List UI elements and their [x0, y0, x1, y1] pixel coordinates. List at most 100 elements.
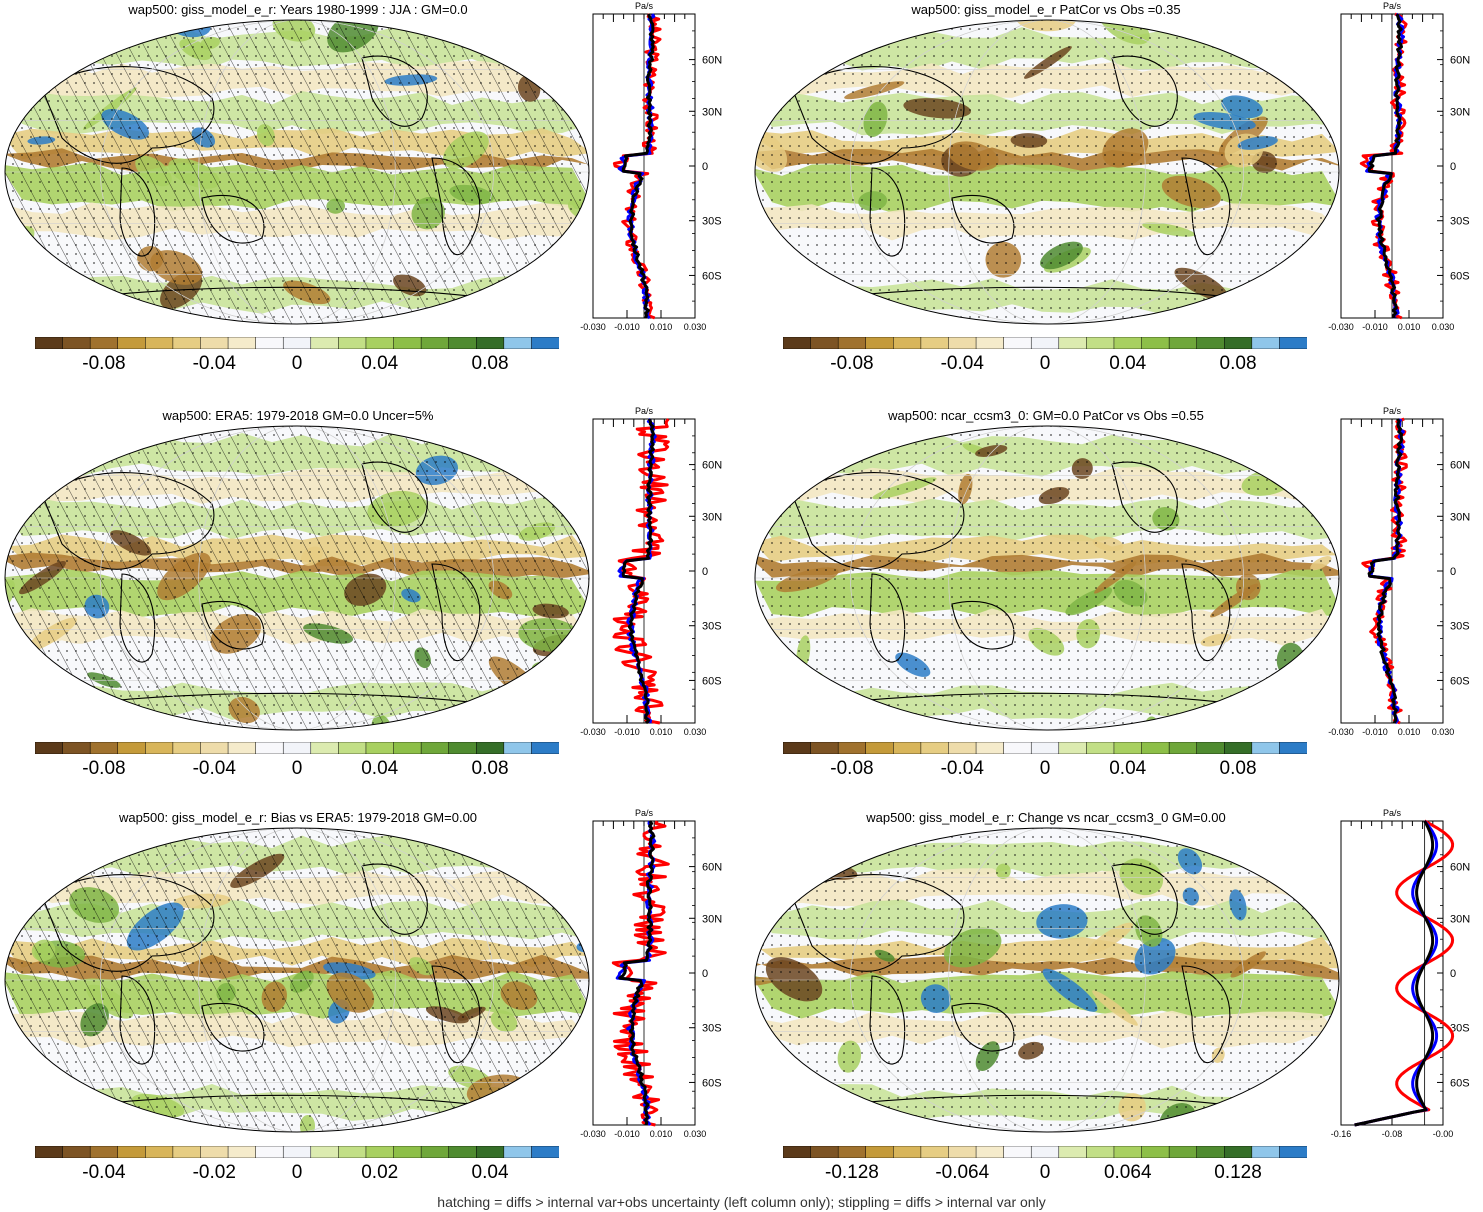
profile-lat-label: 60S	[702, 675, 722, 687]
colorbar-tick-label: 0	[291, 758, 303, 779]
profile-lat-label: 60S	[702, 1077, 722, 1089]
figure-caption: hatching = diffs > internal var+obs unce…	[437, 1194, 1046, 1210]
profile-x-tick-label: -0.030	[580, 1129, 606, 1139]
profile-lat-label: 60S	[1450, 675, 1470, 687]
profile-x-tick-label: 0.010	[650, 322, 673, 332]
profile-x-tick-label: -0.030	[1328, 322, 1354, 332]
colorbar-tick-label: 0	[1039, 758, 1051, 779]
colorbar-tick-label: -0.064	[935, 1162, 990, 1183]
panel-title-1: wap500: giss_model_e_r: Years 1980-1999 …	[128, 2, 468, 17]
zonal-profile-4: Pa/s 60N 30N 0 30S 60S -0.030 -0.010 0.010 0.030	[1328, 406, 1470, 737]
profile-lat-label: 30N	[1450, 511, 1470, 523]
profile-x-tick-label: 0.010	[1398, 322, 1421, 332]
panel-title-3: wap500: ERA5: 1979-2018 GM=0.0 Uncer=5%	[162, 408, 434, 423]
colorbar-tick-label: -0.04	[940, 758, 984, 779]
profile-units-label: Pa/s	[635, 1, 654, 11]
colorbar-tick-label: -0.04	[192, 353, 236, 374]
profile-units-label: Pa/s	[1383, 808, 1402, 818]
profile-x-tick-label: -0.030	[580, 322, 606, 332]
profile-lat-label: 0	[1450, 161, 1456, 173]
colorbar-2	[783, 337, 1307, 349]
colorbar-tick-label: 0.02	[361, 1162, 399, 1183]
colorbar-5	[35, 1146, 559, 1158]
colorbar-3	[35, 742, 559, 754]
profile-x-tick-label: 0.030	[684, 1129, 707, 1139]
colorbar-tick-label: -0.04	[192, 758, 236, 779]
colorbar-tick-label: 0.04	[471, 1162, 509, 1183]
profile-lat-label: 0	[702, 161, 708, 173]
zonal-profile-2: Pa/s 60N 30N 0 30S 60S -0.030 -0.010 0.010 0.030	[1328, 1, 1470, 332]
colorbar-tick-label: 0.08	[1219, 758, 1257, 779]
profile-lat-label: 60S	[1450, 1077, 1470, 1089]
colorbar-tick-label: 0	[1039, 1162, 1051, 1183]
profile-lat-label: 0	[702, 968, 708, 980]
profile-x-tick-label: -0.010	[614, 322, 640, 332]
panel-title-5: wap500: giss_model_e_r: Bias vs ERA5: 19…	[118, 810, 478, 825]
colorbar-tick-label: -0.08	[82, 758, 126, 779]
profile-x-tick-label: -0.010	[614, 727, 640, 737]
map-panel-3	[4, 425, 590, 731]
profile-x-tick-label: 0.010	[650, 1129, 673, 1139]
map-panel-5	[4, 827, 590, 1133]
profile-units-label: Pa/s	[635, 808, 654, 818]
zonal-profile-1: Pa/s 60N 30N 0 30S 60S -0.030 -0.010 0.010 0.030	[580, 1, 722, 332]
profile-x-tick-label: -0.030	[1328, 727, 1354, 737]
profile-lat-label: 60N	[1450, 862, 1470, 874]
panel-title-2: wap500: giss_model_e_r PatCor vs Obs =0.…	[911, 2, 1181, 17]
colorbar-tick-label: -0.02	[192, 1162, 236, 1183]
colorbar-tick-label: -0.128	[825, 1162, 879, 1183]
colorbar-tick-label: -0.08	[830, 758, 874, 779]
profile-lat-label: 30S	[1450, 621, 1470, 633]
colorbar-tick-label: 0	[1039, 353, 1051, 374]
colorbar-tick-label: -0.08	[830, 353, 874, 374]
profile-lat-label: 30N	[702, 511, 722, 523]
colorbar-tick-label: 0	[291, 353, 303, 374]
panel-title-6: wap500: giss_model_e_r: Change vs ncar_c…	[866, 810, 1226, 825]
profile-x-tick-label: -0.08	[1382, 1129, 1403, 1139]
profile-units-label: Pa/s	[1383, 1, 1402, 11]
colorbar-tick-label: 0.04	[1109, 353, 1147, 374]
profile-x-tick-label: -0.00	[1433, 1129, 1454, 1139]
colorbar-tick-label: 0	[291, 1162, 303, 1183]
profile-lat-label: 0	[1450, 566, 1456, 578]
colorbar-tick-label: 0.08	[471, 758, 509, 779]
colorbar-tick-label: 0.04	[1109, 758, 1147, 779]
map-panel-2	[754, 19, 1340, 325]
panel-title-4: wap500: ncar_ccsm3_0: GM=0.0 PatCor vs O…	[888, 408, 1204, 423]
profile-lat-label: 30S	[702, 621, 722, 633]
map-panel-1	[4, 19, 590, 325]
profile-x-tick-label: 0.010	[1398, 727, 1421, 737]
profile-lat-label: 30N	[1450, 106, 1470, 118]
profile-lat-label: 30N	[702, 106, 722, 118]
colorbar-tick-label: 0.08	[1219, 353, 1257, 374]
profile-lat-label: 30S	[1450, 216, 1470, 228]
colorbar-tick-label: 0.04	[361, 353, 399, 374]
colorbar-tick-label: 0.08	[471, 353, 509, 374]
profile-x-tick-label: 0.030	[684, 727, 707, 737]
profile-x-tick-label: 0.030	[1432, 727, 1455, 737]
profile-x-tick-label: 0.030	[1432, 322, 1455, 332]
profile-x-tick-label: 0.030	[684, 322, 707, 332]
profile-lat-label: 60N	[702, 460, 722, 472]
profile-lat-label: 60N	[702, 862, 722, 874]
colorbar-tick-label: -0.04	[940, 353, 984, 374]
profile-x-tick-label: -0.16	[1331, 1129, 1352, 1139]
colorbar-6	[783, 1146, 1307, 1158]
profile-lat-label: 60S	[1450, 270, 1470, 282]
colorbar-tick-label: -0.04	[82, 1162, 126, 1183]
colorbar-tick-label: 0.04	[361, 758, 399, 779]
profile-lat-label: 60N	[702, 55, 722, 67]
profile-lat-label: 0	[702, 566, 708, 578]
profile-lat-label: 30N	[702, 913, 722, 925]
profile-x-tick-label: -0.010	[1362, 322, 1388, 332]
profile-units-label: Pa/s	[635, 406, 654, 416]
profile-lat-label: 30N	[1450, 913, 1470, 925]
zonal-profile-5: Pa/s 60N 30N 0 30S 60S -0.030 -0.010 0.010 0.030	[580, 808, 722, 1139]
profile-lat-label: 0	[1450, 968, 1456, 980]
profile-units-label: Pa/s	[1383, 406, 1402, 416]
map-panel-6	[754, 827, 1340, 1133]
profile-lat-label: 60N	[1450, 460, 1470, 472]
profile-lat-label: 60S	[702, 270, 722, 282]
colorbar-tick-label: 0.064	[1103, 1162, 1152, 1183]
profile-x-tick-label: 0.010	[650, 727, 673, 737]
